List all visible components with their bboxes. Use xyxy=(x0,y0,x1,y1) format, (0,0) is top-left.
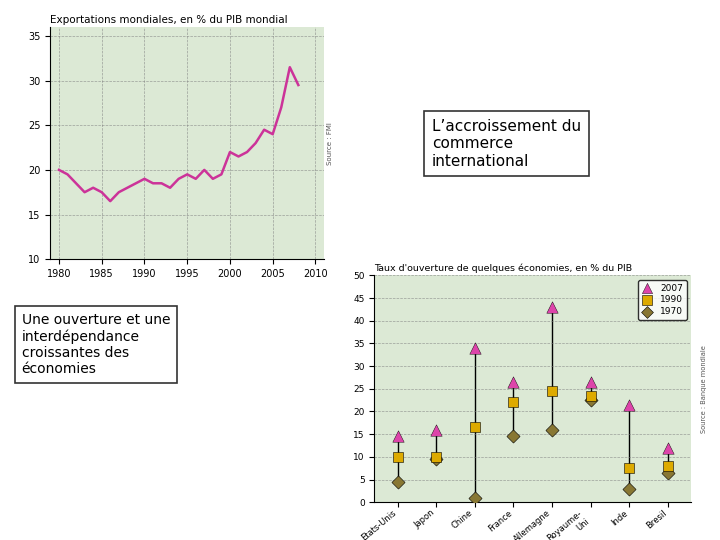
1970 xyxy=(624,484,635,493)
1970 xyxy=(392,477,403,486)
1990 xyxy=(624,464,635,472)
2007 xyxy=(624,400,635,409)
1990 xyxy=(392,453,403,461)
2007 xyxy=(662,443,674,452)
Text: Une ouverture et une
interdépendance
croissantes des
économies: Une ouverture et une interdépendance cro… xyxy=(22,313,170,376)
1970 xyxy=(508,432,519,441)
2007 xyxy=(431,426,442,434)
Text: Exportations mondiales, en % du PIB mondial: Exportations mondiales, en % du PIB mond… xyxy=(50,15,288,25)
1970 xyxy=(585,396,596,404)
1970 xyxy=(431,455,442,463)
Text: Taux d'ouverture de quelques économies, en % du PIB: Taux d'ouverture de quelques économies, … xyxy=(374,264,633,273)
1990 xyxy=(585,392,596,400)
2007 xyxy=(508,377,519,386)
1990 xyxy=(431,453,442,461)
1970 xyxy=(469,494,481,502)
1990 xyxy=(469,423,481,431)
Legend: 2007, 1990, 1970: 2007, 1990, 1970 xyxy=(639,280,687,320)
1990 xyxy=(662,462,674,470)
Text: Source : Banque mondiale: Source : Banque mondiale xyxy=(701,345,707,433)
1990 xyxy=(508,398,519,407)
2007 xyxy=(469,343,481,352)
Text: L’accroissement du
commerce
international: L’accroissement du commerce internationa… xyxy=(432,119,581,168)
2007 xyxy=(585,377,596,386)
1970 xyxy=(662,468,674,477)
Text: Source : FMI: Source : FMI xyxy=(327,122,333,165)
2007 xyxy=(546,303,558,312)
1970 xyxy=(546,426,558,434)
2007 xyxy=(392,432,403,441)
1990 xyxy=(546,387,558,395)
